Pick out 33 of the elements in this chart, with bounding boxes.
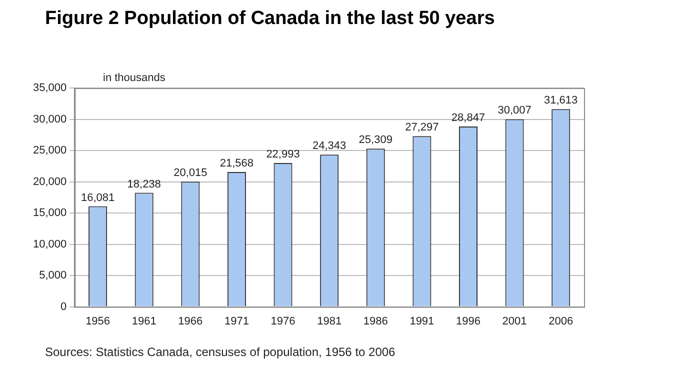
x-tick-label: 2006: [548, 315, 574, 328]
x-tick-label: 1976: [270, 315, 296, 328]
data-label: 31,613: [544, 94, 578, 107]
x-tick-label: 1961: [132, 315, 156, 328]
y-tick-label: 20,000: [32, 176, 67, 188]
x-tick-label: 1996: [456, 315, 480, 328]
y-tick-label: 35,000: [32, 82, 67, 94]
data-label: 27,297: [405, 122, 439, 134]
y-tick-label: 0: [60, 300, 67, 313]
y-tick-label: 15,000: [32, 207, 67, 220]
data-label: 20,015: [174, 167, 208, 180]
chart-title: Figure 2 Population of Canada in the last 50 years: [45, 8, 495, 30]
data-label: 16,081: [80, 192, 115, 204]
x-tick-label: 1956: [86, 315, 110, 328]
source-note: Sources: Statistics Canada, censuses of population, 1956 to 2006: [45, 345, 396, 359]
x-tick-label: 1986: [363, 315, 388, 328]
data-label: 18,238: [127, 178, 161, 190]
data-label: 24,343: [312, 140, 346, 152]
y-tick-label: 10,000: [32, 238, 67, 250]
y-tick-label: 5,000: [39, 270, 67, 282]
y-tick-label: 30,000: [32, 113, 67, 126]
data-label: 28,847: [451, 112, 486, 124]
x-tick-label: 1991: [410, 315, 434, 328]
data-label: 22,993: [266, 148, 300, 161]
x-tick-label: 2001: [502, 315, 527, 328]
x-tick-label: 1981: [317, 315, 342, 328]
y-axis-title: in thousands: [103, 72, 166, 84]
x-tick-label: 1971: [224, 315, 249, 328]
data-label: 21,568: [220, 158, 254, 170]
data-label: 25,309: [358, 134, 392, 146]
data-label: 30,007: [498, 104, 532, 117]
y-tick-label: 25,000: [32, 144, 67, 157]
x-tick-label: 1966: [178, 315, 203, 328]
